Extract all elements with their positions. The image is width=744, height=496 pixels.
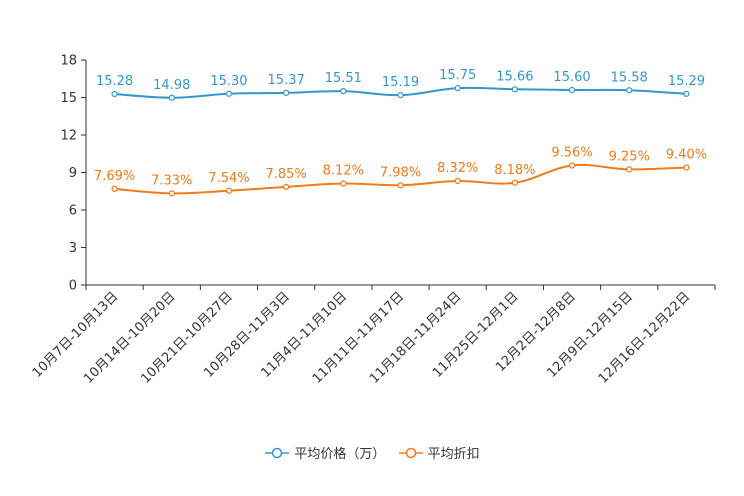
legend-label-discount: 平均折扣 xyxy=(427,447,480,462)
data-point xyxy=(283,89,290,96)
legend-marker-price-icon xyxy=(265,447,290,458)
data-label: 7.69% xyxy=(94,169,135,184)
data-label: 9.40% xyxy=(666,148,707,163)
data-point xyxy=(683,90,690,97)
data-label: 8.32% xyxy=(437,161,478,176)
data-label: 7.33% xyxy=(151,173,192,188)
data-point xyxy=(397,182,404,189)
y-tick-label: 3 xyxy=(69,241,77,256)
data-point xyxy=(397,92,404,99)
data-point xyxy=(225,90,233,97)
data-point xyxy=(340,88,347,95)
data-label: 15.75 xyxy=(439,68,476,83)
data-label: 15.19 xyxy=(382,75,419,90)
data-point xyxy=(626,87,633,94)
data-label: 9.25% xyxy=(609,149,650,164)
legend: 平均价格（万） 平均折扣 xyxy=(0,443,744,463)
data-label: 7.98% xyxy=(380,165,421,180)
data-point xyxy=(111,90,118,98)
line-chart: 036912151810月7日-10月13日10月14日-10月20日10月21… xyxy=(30,54,716,387)
data-label: 8.12% xyxy=(323,164,364,179)
y-tick-label: 6 xyxy=(69,204,77,219)
data-point xyxy=(454,177,461,185)
data-label: 7.54% xyxy=(208,171,249,186)
data-label: 15.28 xyxy=(96,74,133,89)
data-point xyxy=(454,85,461,92)
data-label: 15.60 xyxy=(553,70,590,85)
data-label: 15.29 xyxy=(668,74,705,89)
data-label: 15.58 xyxy=(611,70,648,85)
legend-item-price[interactable]: 平均价格（万） xyxy=(264,443,385,462)
legend-marker-discount-icon xyxy=(398,447,423,458)
data-point xyxy=(168,94,175,101)
data-label: 7.85% xyxy=(265,167,306,182)
legend-item-discount[interactable]: 平均折扣 xyxy=(398,443,480,462)
data-label: 14.98 xyxy=(153,78,190,93)
legend-label-price: 平均价格（万） xyxy=(294,447,386,462)
data-point xyxy=(626,166,633,173)
data-label: 9.56% xyxy=(551,146,592,161)
data-label: 15.66 xyxy=(496,69,533,84)
data-point xyxy=(225,187,233,194)
y-tick-label: 12 xyxy=(60,129,77,144)
y-tick-label: 15 xyxy=(60,91,77,106)
y-tick-label: 9 xyxy=(69,166,77,181)
data-point xyxy=(568,162,576,169)
data-point xyxy=(283,183,290,190)
data-point xyxy=(111,185,118,192)
data-label: 15.30 xyxy=(210,74,247,89)
data-label: 15.37 xyxy=(268,73,305,88)
y-tick-label: 0 xyxy=(69,279,77,294)
data-label: 15.51 xyxy=(325,71,362,86)
data-point xyxy=(511,86,518,93)
data-point xyxy=(568,86,576,94)
data-point xyxy=(340,180,347,187)
data-point xyxy=(683,164,690,171)
y-tick-label: 18 xyxy=(60,54,77,69)
data-label: 8.18% xyxy=(494,163,535,178)
data-point xyxy=(511,179,518,186)
data-point xyxy=(168,190,175,197)
